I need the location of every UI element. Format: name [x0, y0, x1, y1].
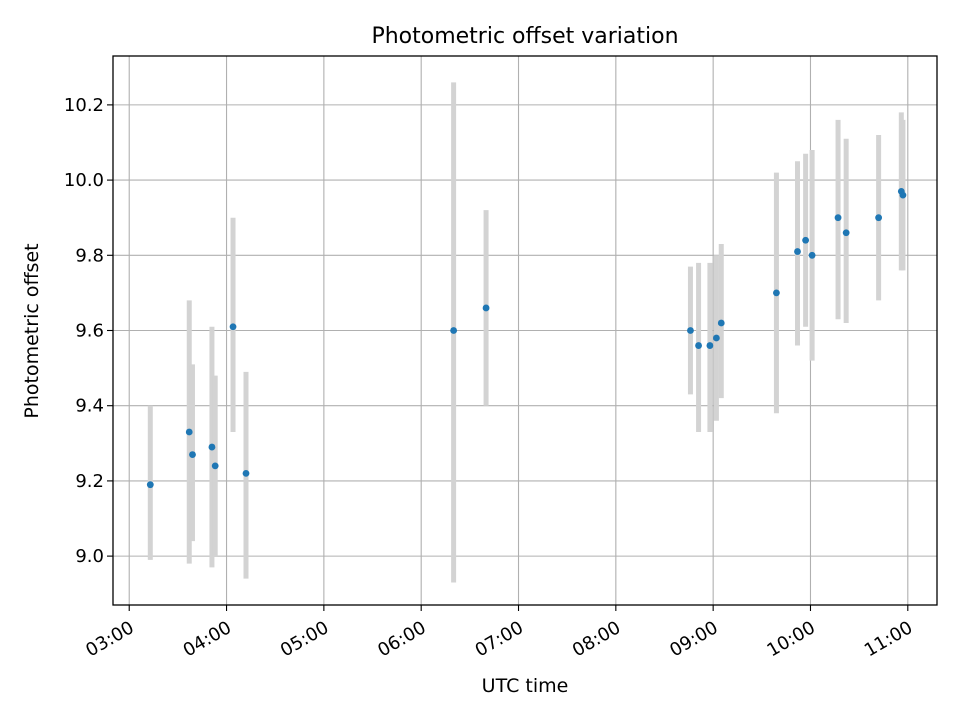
x-axis-label: UTC time	[482, 675, 569, 697]
data-point	[899, 191, 907, 199]
data-point	[834, 214, 842, 222]
y-tick-label: 9.8	[75, 245, 104, 266]
data-point	[687, 327, 694, 334]
data-point	[842, 229, 850, 237]
data-point	[695, 342, 702, 349]
data-point	[482, 304, 490, 312]
chart-title: Photometric offset variation	[371, 24, 678, 49]
y-tick-label: 9.6	[75, 321, 104, 342]
y-axis: 9.0 9.2 9.4 9.6 9.8 10.0 10.2	[64, 95, 113, 567]
data-point	[208, 443, 216, 451]
y-tick-label: 9.2	[75, 471, 104, 492]
data-point	[706, 342, 714, 349]
data-point	[773, 289, 780, 297]
y-tick-label: 10.0	[64, 170, 104, 191]
data-point	[229, 323, 237, 331]
data-point	[146, 481, 154, 489]
data-point	[185, 428, 193, 436]
data-point	[242, 469, 250, 477]
y-tick-label: 9.4	[75, 396, 104, 417]
data-point	[717, 319, 725, 327]
data-point	[802, 236, 810, 244]
data-point	[713, 334, 720, 342]
data-point	[450, 327, 458, 334]
y-tick-label: 10.2	[64, 95, 104, 116]
data-point	[794, 248, 801, 255]
data-point	[875, 214, 883, 222]
data-points	[146, 187, 907, 489]
data-point	[189, 451, 196, 458]
y-tick-label: 9.0	[75, 546, 104, 567]
data-point	[211, 462, 219, 470]
y-axis-label: Photometric offset	[21, 243, 43, 418]
data-point	[808, 251, 816, 259]
